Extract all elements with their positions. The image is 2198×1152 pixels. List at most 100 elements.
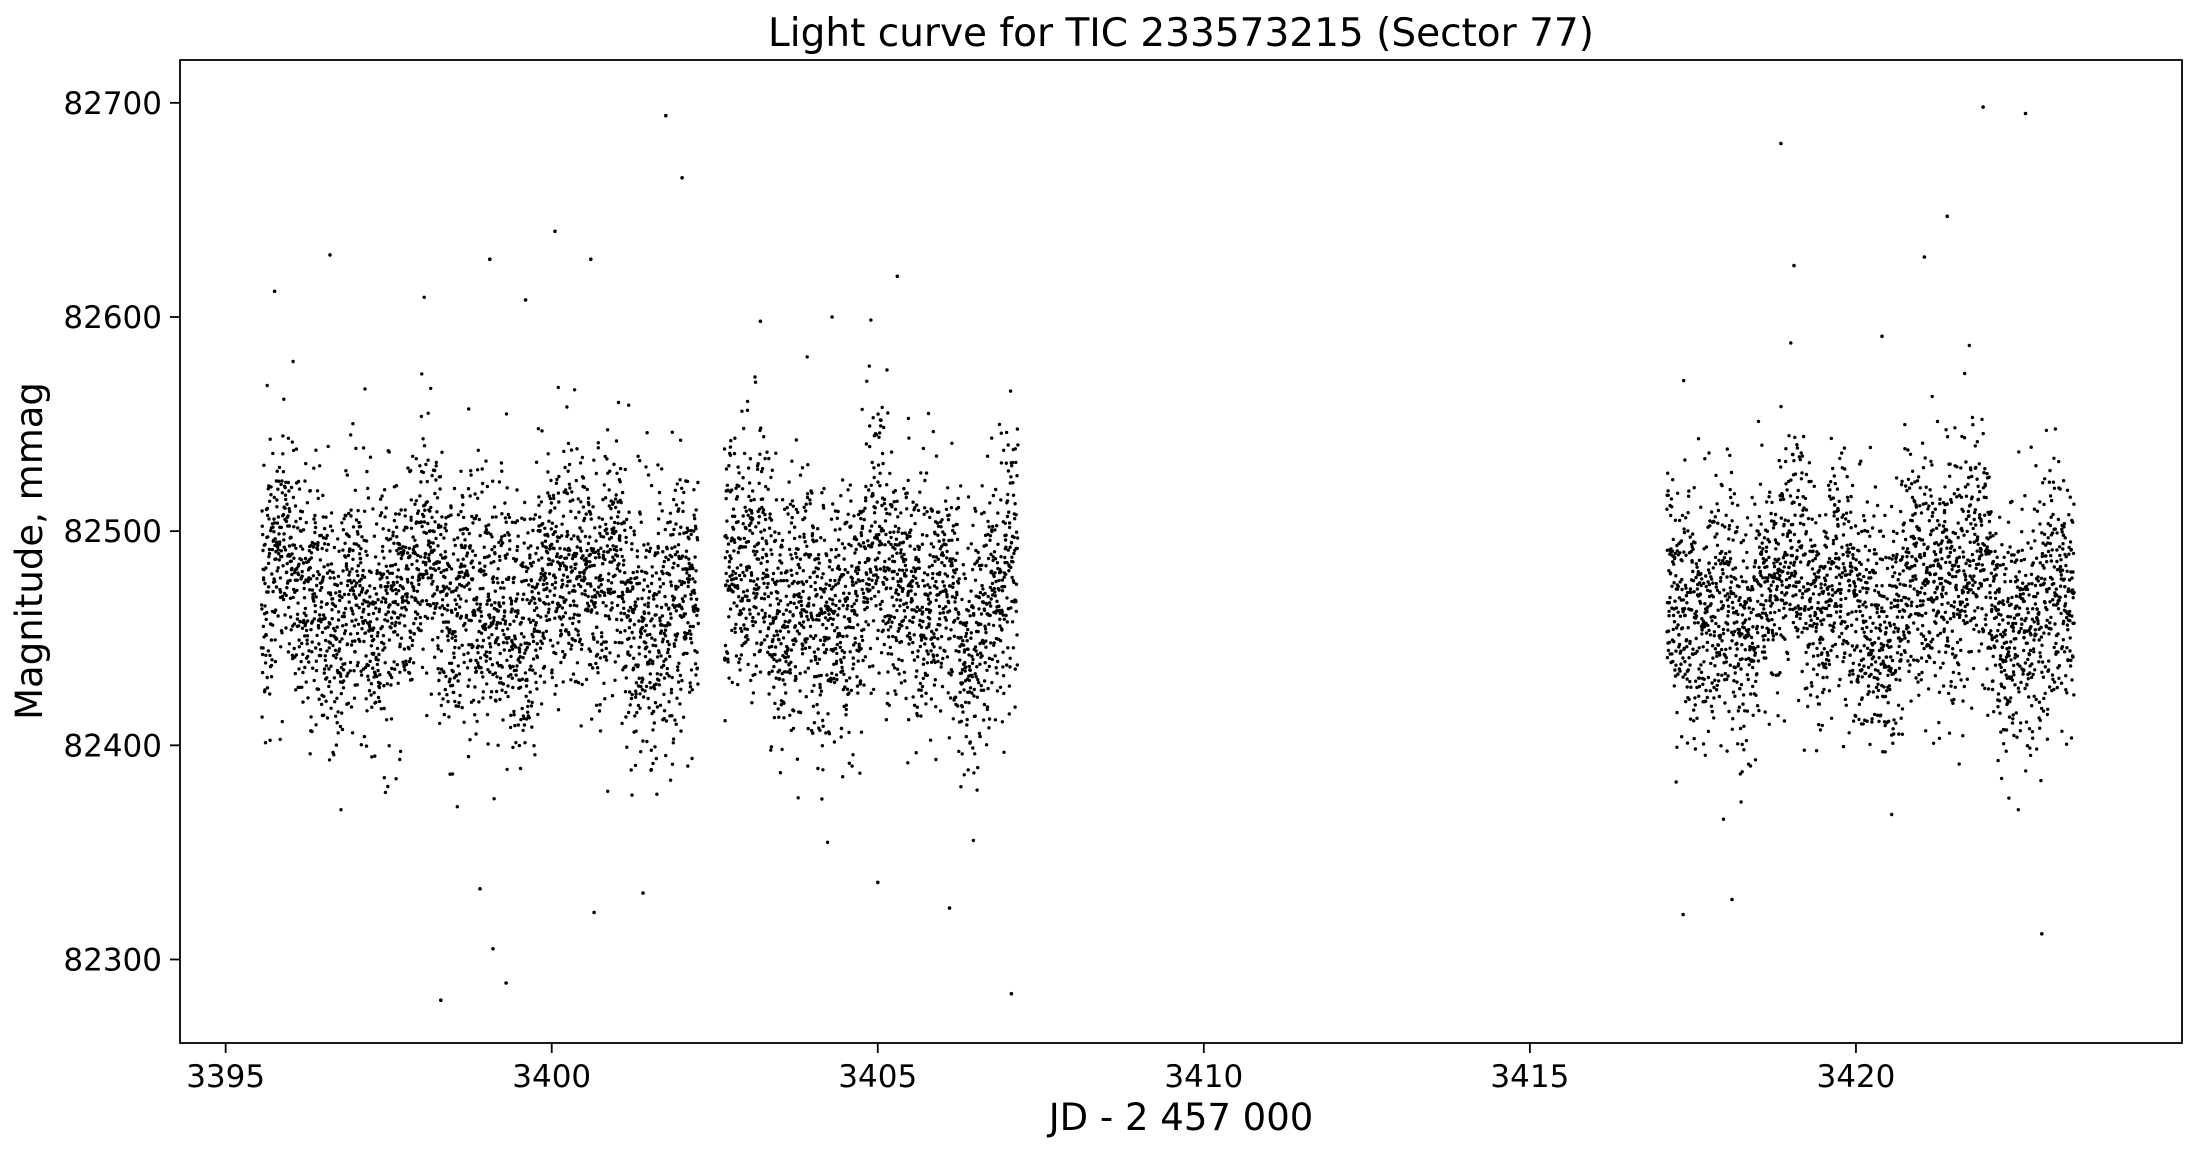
data-point	[401, 545, 405, 549]
data-point	[906, 416, 911, 421]
data-point	[635, 576, 639, 580]
data-point	[580, 592, 584, 596]
data-point	[370, 755, 374, 759]
data-point	[624, 676, 628, 680]
data-point	[410, 643, 414, 648]
data-point	[606, 550, 611, 554]
data-point	[273, 638, 277, 642]
data-point	[728, 445, 733, 449]
data-point	[834, 555, 838, 559]
data-point	[632, 533, 637, 537]
data-point	[897, 526, 901, 531]
data-point	[513, 645, 518, 649]
data-point	[759, 469, 764, 474]
data-point	[924, 636, 928, 641]
data-point	[579, 500, 583, 504]
data-point	[865, 572, 869, 576]
data-point	[990, 529, 994, 534]
data-point	[648, 680, 652, 685]
data-point	[991, 558, 995, 563]
data-point	[372, 637, 376, 642]
data-point	[276, 545, 280, 549]
data-point	[956, 616, 960, 620]
data-point	[490, 547, 494, 552]
data-point	[847, 691, 851, 695]
data-point	[632, 529, 636, 533]
data-point	[1674, 606, 1679, 610]
data-point	[435, 510, 439, 514]
data-point	[315, 576, 319, 581]
data-point	[614, 505, 618, 510]
data-point	[569, 448, 574, 452]
data-point	[405, 592, 409, 596]
data-point	[888, 512, 892, 516]
data-point	[503, 609, 507, 613]
data-point	[368, 659, 372, 663]
data-point	[511, 664, 515, 669]
data-point	[331, 597, 335, 601]
data-point	[977, 681, 981, 685]
data-point	[375, 662, 380, 667]
data-point	[614, 545, 618, 549]
data-point	[959, 785, 963, 789]
data-point	[666, 650, 670, 655]
data-point	[796, 562, 801, 567]
data-point	[791, 726, 796, 731]
data-point	[1686, 529, 1690, 533]
data-point	[295, 588, 299, 593]
data-point	[434, 478, 438, 482]
data-point	[765, 568, 769, 572]
data-point	[616, 515, 620, 519]
data-point	[737, 471, 741, 475]
data-point	[932, 632, 936, 636]
data-point	[394, 525, 399, 529]
data-point	[611, 500, 616, 505]
data-point	[430, 573, 434, 577]
data-point	[815, 661, 820, 666]
data-point	[890, 554, 895, 558]
data-point	[561, 649, 565, 654]
data-point	[996, 511, 1000, 515]
data-point	[567, 591, 571, 595]
data-point	[1680, 513, 1685, 518]
data-point	[755, 641, 759, 645]
data-point	[844, 626, 848, 630]
data-point	[776, 602, 781, 606]
data-point	[955, 593, 959, 597]
data-point	[261, 532, 265, 537]
data-point	[470, 514, 474, 519]
data-point	[305, 642, 309, 646]
data-point	[508, 539, 512, 543]
data-point	[863, 607, 867, 612]
data-point	[663, 527, 667, 532]
data-point	[380, 625, 384, 629]
data-point	[432, 592, 437, 596]
data-point	[887, 540, 891, 544]
data-point	[480, 481, 485, 486]
data-point	[960, 752, 964, 756]
data-point	[569, 537, 573, 541]
data-point	[385, 576, 389, 580]
data-point	[463, 538, 467, 542]
data-point	[525, 598, 529, 602]
data-point	[347, 600, 351, 604]
data-point	[645, 571, 649, 575]
data-point	[491, 575, 496, 579]
data-point	[983, 661, 987, 665]
data-point	[639, 631, 644, 636]
data-point	[411, 661, 416, 665]
data-point	[486, 595, 490, 599]
data-point	[450, 610, 454, 615]
data-point	[563, 653, 567, 657]
data-point	[398, 757, 402, 762]
data-point	[530, 725, 534, 729]
data-point	[854, 537, 859, 542]
data-point	[954, 567, 959, 572]
data-point	[416, 509, 421, 513]
data-point	[736, 465, 740, 469]
data-point	[604, 658, 609, 662]
data-point	[543, 526, 547, 530]
data-point	[964, 634, 968, 639]
data-point	[310, 619, 315, 623]
data-point	[402, 549, 406, 553]
